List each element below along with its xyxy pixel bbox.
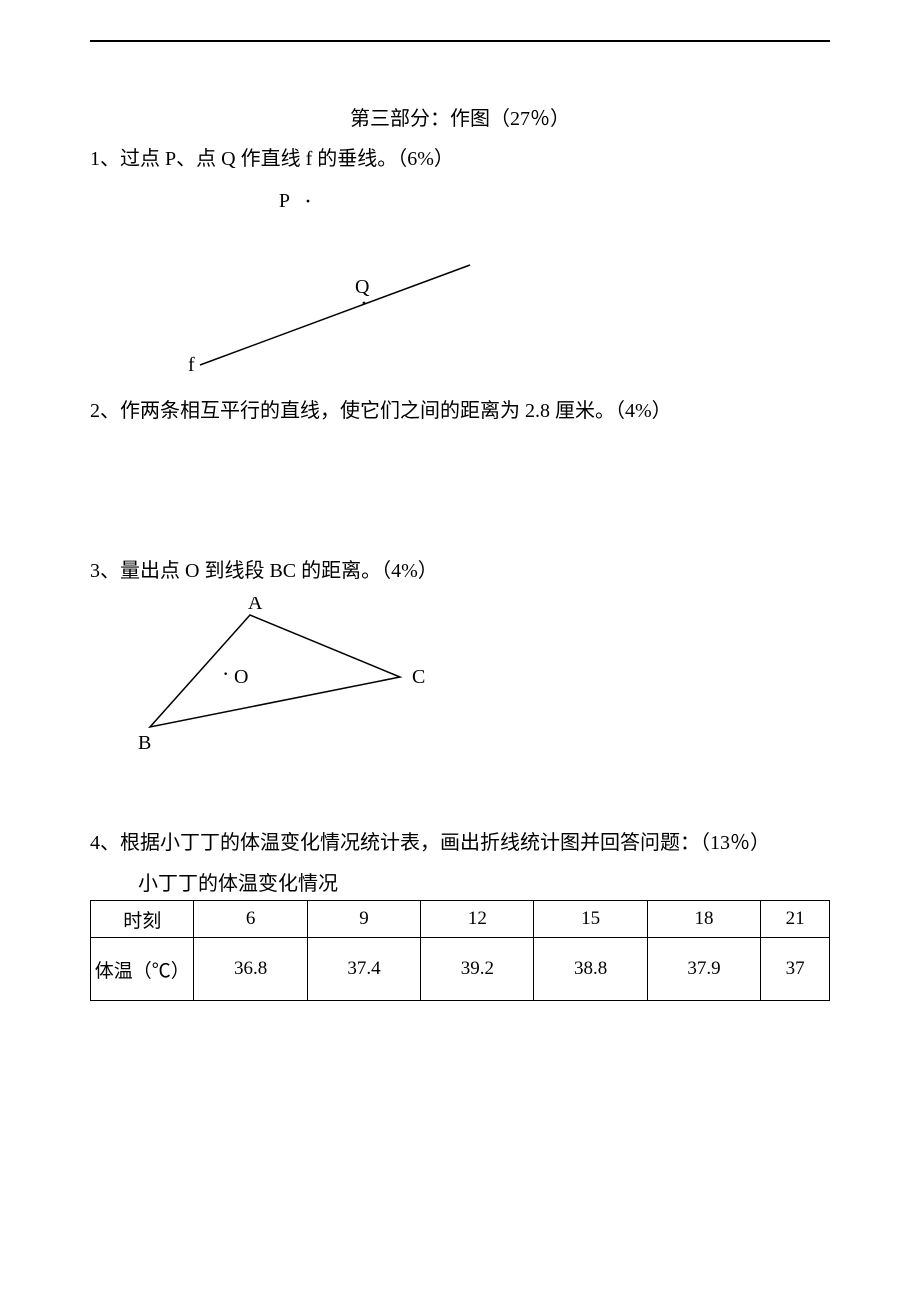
- time-cell: 15: [534, 901, 647, 938]
- value-cell: 38.8: [534, 938, 647, 1001]
- time-cell: 21: [761, 901, 830, 938]
- gap-q3-q4: [90, 767, 830, 827]
- row-label: 体温（℃）: [91, 938, 194, 1001]
- triangle-ABC: [150, 615, 400, 727]
- label-O: O: [234, 666, 248, 688]
- value-cell: 39.2: [421, 938, 534, 1001]
- worksheet-page: 第三部分：作图（27％） 1、过点 P、点 Q 作直线 f 的垂线。（6%） P…: [0, 0, 920, 1061]
- value-cell: 37: [761, 938, 830, 1001]
- label-C: C: [412, 666, 425, 688]
- dot-O: ·: [222, 661, 229, 686]
- q4-subtitle: 小丁丁的体温变化情况: [138, 867, 830, 896]
- q2-workspace: [90, 435, 830, 555]
- section-title: 第三部分：作图（27％）: [90, 102, 830, 131]
- time-cell: 9: [307, 901, 420, 938]
- table-row-header: 时刻 6 9 12 15 18 21: [91, 901, 830, 938]
- label-f: f: [188, 354, 195, 376]
- q1-diagram: P · Q · f: [170, 185, 830, 385]
- label-P: P: [279, 190, 290, 212]
- table-row-values: 体温（℃） 36.8 37.4 39.2 38.8 37.9 37: [91, 938, 830, 1001]
- dot-P: ·: [304, 189, 312, 215]
- q3-diagram: A B C · O: [130, 597, 830, 757]
- value-cell: 37.9: [647, 938, 760, 1001]
- q2-text: 2、作两条相互平行的直线，使它们之间的距离为 2.8 厘米。（4%）: [90, 395, 830, 427]
- value-cell: 36.8: [194, 938, 307, 1001]
- line-f: [200, 265, 470, 365]
- time-cell: 12: [421, 901, 534, 938]
- q3-text: 3、量出点 O 到线段 BC 的距离。（4%）: [90, 555, 830, 587]
- header-label: 时刻: [91, 901, 194, 938]
- label-A: A: [248, 597, 263, 614]
- top-rule: [90, 40, 830, 42]
- dot-Q: ·: [360, 291, 368, 317]
- label-B: B: [138, 732, 151, 754]
- time-cell: 6: [194, 901, 307, 938]
- q1-text: 1、过点 P、点 Q 作直线 f 的垂线。（6%）: [90, 143, 830, 175]
- value-cell: 37.4: [307, 938, 420, 1001]
- q4-text: 4、根据小丁丁的体温变化情况统计表，画出折线统计图并回答问题：（13％）: [90, 827, 830, 859]
- temperature-table: 时刻 6 9 12 15 18 21 体温（℃） 36.8 37.4 39.2 …: [90, 900, 830, 1001]
- time-cell: 18: [647, 901, 760, 938]
